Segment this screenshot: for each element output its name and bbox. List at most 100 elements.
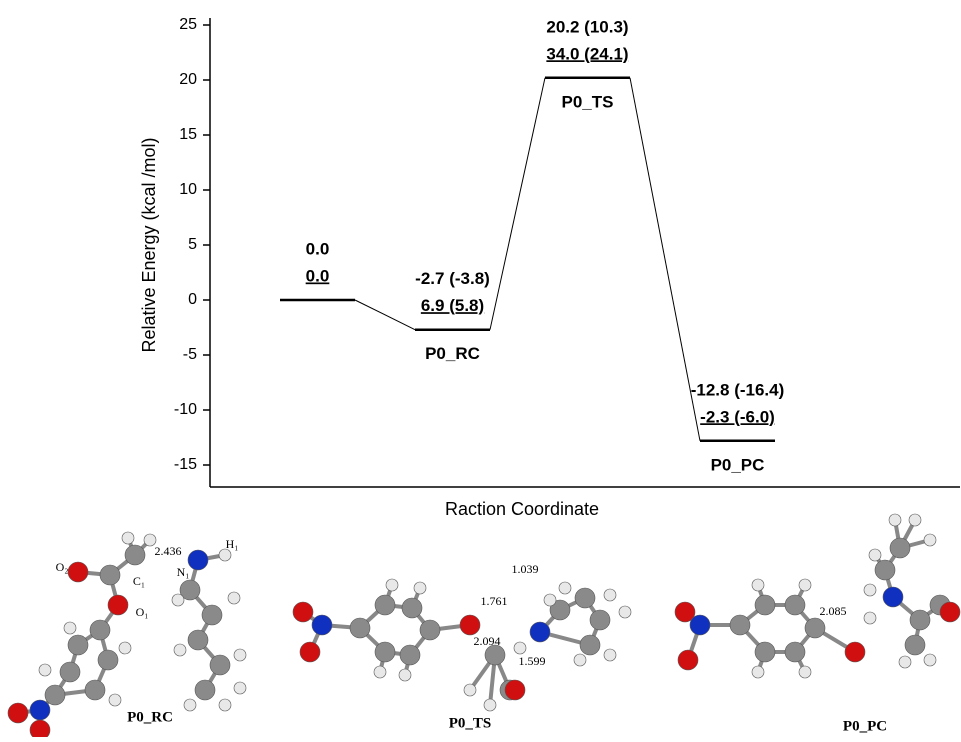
atom [464,684,476,696]
atom [799,579,811,591]
atom [575,588,595,608]
atom [108,595,128,615]
atom [219,549,231,561]
atom [202,605,222,625]
connector [490,78,545,330]
annotation: 2.085 [820,604,847,618]
atom [785,595,805,615]
atom [755,642,775,662]
atom [68,635,88,655]
y-tick-label: 15 [179,126,197,143]
atom [883,587,903,607]
atom [375,595,395,615]
atom [604,589,616,601]
atom [100,565,120,585]
molecule-label: P0_TS [449,715,492,731]
atom [60,662,80,682]
atom [188,550,208,570]
state-label: P0_PC [711,455,765,474]
atom [905,635,925,655]
atom [234,682,246,694]
atom [799,666,811,678]
atom [889,514,901,526]
atom [530,622,550,642]
atom [386,579,398,591]
atom [293,602,313,622]
y-tick-label: -15 [174,456,197,473]
atom [85,680,105,700]
atom [30,700,50,720]
atom [869,549,881,561]
atom [125,545,145,565]
annotation: O₂ [56,560,69,574]
atom [375,642,395,662]
state-label: P0_TS [562,92,614,111]
atom [909,514,921,526]
atom [68,562,88,582]
atom [64,622,76,634]
atom [485,645,505,665]
atom [484,699,496,711]
connector [355,300,415,330]
value-label: -2.7 (-3.8) [415,269,490,288]
second-label: 34.0 (24.1) [546,44,628,63]
atom [195,680,215,700]
atom [374,666,386,678]
atom [924,654,936,666]
atom [678,650,698,670]
atom [312,615,332,635]
atom [574,654,586,666]
atom [864,584,876,596]
y-axis-label: Relative Energy (kcal /mol) [139,137,159,352]
atom [8,703,28,723]
atom [785,642,805,662]
atom [604,649,616,661]
y-tick-label: 5 [188,236,197,253]
atom [219,699,231,711]
atom [300,642,320,662]
atom [402,598,422,618]
value-label: 0.0 [306,239,330,258]
atom [350,618,370,638]
atom [755,595,775,615]
atom [39,664,51,676]
annotation: 1.039 [512,562,539,576]
atom [752,579,764,591]
atom [122,532,134,544]
atom [752,666,764,678]
annotation: C₁ [133,574,145,588]
y-tick-label: 25 [179,16,197,33]
value-label: -12.8 (-16.4) [691,380,785,399]
atom [90,620,110,640]
atom [98,650,118,670]
second-label: 6.9 (5.8) [421,296,484,315]
atom [590,610,610,630]
atom [460,615,480,635]
atom [690,615,710,635]
atom [228,592,240,604]
y-tick-label: 0 [188,291,197,308]
atom [172,594,184,606]
atom [910,610,930,630]
atom [30,720,50,737]
atom [730,615,750,635]
second-label: -2.3 (-6.0) [700,407,775,426]
figure: Relative Energy (kcal /mol) Raction Coor… [0,0,961,737]
atom [45,685,65,705]
molecule-label: P0_PC [843,718,887,734]
atom [414,582,426,594]
atom [514,642,526,654]
annotation: N₁ [177,565,190,579]
annotation: O₁ [136,605,149,619]
atom [174,644,186,656]
atom [899,656,911,668]
atom [188,630,208,650]
annotation: 1.761 [481,594,508,608]
atom [580,635,600,655]
atom [940,602,960,622]
atom [234,649,246,661]
atom [619,606,631,618]
atom [924,534,936,546]
connector [630,78,700,441]
